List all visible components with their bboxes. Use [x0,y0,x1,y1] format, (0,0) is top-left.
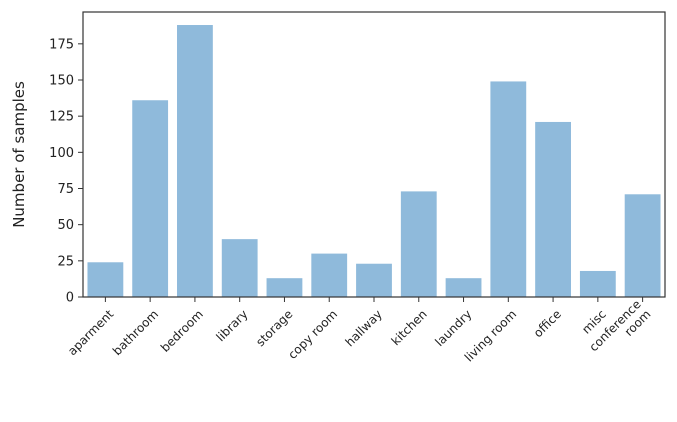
y-tick-label: 0 [66,291,74,306]
bar-bathroom [132,100,169,297]
x-tick-label: kitchen [389,307,430,348]
bar-storage [266,278,303,297]
bar-living-room [490,81,527,298]
y-axis: 0 25 50 75 100 125 150 175 [49,37,83,306]
y-tick-label: 100 [49,146,74,161]
y-tick-label: 75 [57,182,74,197]
x-tick-label: library [213,307,250,344]
x-tick-label: storage [253,307,295,349]
bar-bedroom [177,25,213,298]
y-tick-label: 150 [49,73,74,88]
y-tick-label: 25 [57,254,74,269]
x-tick-label: bathroom [110,307,161,358]
bar-aparment [87,262,124,297]
x-tick-label: bedroom [158,307,206,355]
plot-frame [82,11,666,298]
x-tick-label: office [531,307,564,340]
x-tick-label: hallway [343,307,385,349]
x-tick-label: aparment [65,307,116,358]
bar-hallway [356,263,392,297]
bar-laundry [445,278,482,297]
bar-copy-room [311,253,348,297]
y-axis-label: Number of samples [10,81,28,228]
x-tick-label: laundry [432,307,474,349]
y-tick-label: 50 [57,218,74,233]
bar-kitchen [400,191,437,297]
bars-group [87,25,661,298]
bar-library [221,239,258,297]
bar-misc [579,270,616,297]
bar-conference-room [624,194,661,297]
bar-office [535,121,571,297]
y-tick-label: 175 [49,37,74,52]
y-tick-label: 125 [49,110,74,125]
x-tick-label: conferenceroom [587,297,654,364]
